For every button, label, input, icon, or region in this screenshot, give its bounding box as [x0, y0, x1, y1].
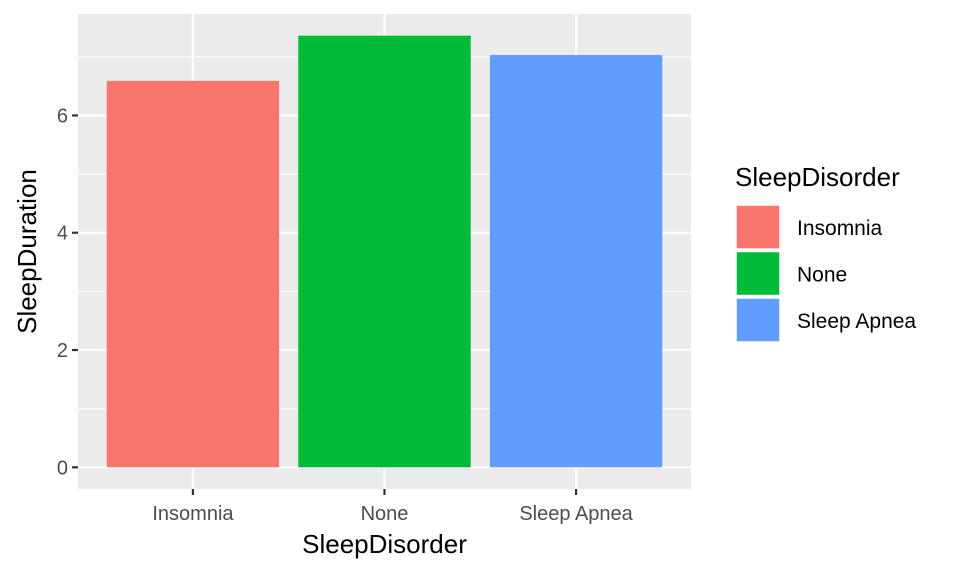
- bar-insomnia: [106, 80, 280, 468]
- y-axis-title: SleepDuration: [12, 169, 42, 334]
- y-tick-label: 0: [57, 457, 68, 479]
- y-tick-label: 6: [57, 105, 68, 127]
- legend-key: [735, 204, 781, 250]
- x-axis-title: SleepDisorder: [302, 529, 467, 559]
- legend-label: Insomnia: [797, 217, 883, 240]
- y-tick-label: 4: [57, 223, 68, 245]
- y-tick-label: 2: [57, 340, 68, 362]
- bar-sleep-apnea: [489, 55, 663, 468]
- x-axis: Insomnia None Sleep Apnea: [152, 489, 634, 525]
- bar-none: [298, 35, 471, 468]
- legend: SleepDisorder Insomnia None Sleep Apnea: [735, 162, 916, 343]
- x-tick-label: Sleep Apnea: [519, 503, 633, 525]
- legend-items: Insomnia None Sleep Apnea: [735, 204, 916, 343]
- bars: [106, 35, 663, 468]
- x-tick-label: Insomnia: [152, 503, 234, 525]
- legend-label: Sleep Apnea: [797, 310, 916, 333]
- legend-key: [735, 297, 781, 343]
- y-axis: 0 2 4 6: [57, 105, 78, 479]
- x-tick-label: None: [361, 503, 409, 525]
- legend-title: SleepDisorder: [735, 162, 900, 192]
- legend-key: [735, 250, 781, 297]
- legend-label: None: [797, 264, 847, 287]
